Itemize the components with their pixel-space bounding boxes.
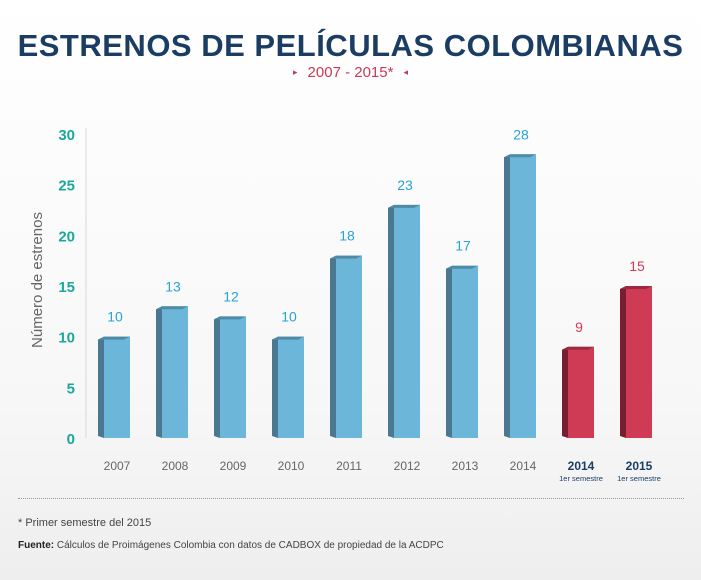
- x-tick-label: 2008: [162, 459, 189, 473]
- chart-title: ESTRENOS DE PELÍCULAS COLOMBIANAS: [17, 28, 684, 63]
- bar-side: [388, 204, 394, 438]
- bar-top: [504, 154, 536, 158]
- bar-value-label: 18: [339, 228, 355, 244]
- y-axis-label: Número de estrenos: [29, 212, 46, 348]
- x-tick-label: 2012: [394, 459, 421, 473]
- y-tick-label: 0: [67, 431, 75, 448]
- subtitle-right-marker-icon: ◂: [403, 67, 408, 77]
- bar-top: [562, 346, 594, 350]
- bar-top: [446, 265, 478, 269]
- source-line: Fuente: Cálculos de Proimágenes Colombia…: [18, 540, 444, 551]
- bar: [104, 336, 130, 438]
- bar: [452, 265, 478, 438]
- source-text: Cálculos de Proimágenes Colombia con dat…: [56, 540, 444, 551]
- bar-value-label: 10: [107, 309, 123, 325]
- x-tick-label: 2014: [510, 459, 537, 473]
- bar-value-label: 10: [281, 309, 297, 325]
- x-tick-label: 2014: [568, 459, 595, 473]
- bar-chart: 0 5 10 15 20 25 30 Número de estrenos 10 2007 13 20…: [29, 126, 661, 483]
- bar-side: [620, 286, 626, 438]
- x-tick-sublabel: 1er semestre: [617, 474, 661, 483]
- bar-side: [272, 336, 278, 438]
- bar-side: [214, 316, 220, 438]
- bar: [278, 336, 304, 438]
- bar-value-label: 17: [455, 238, 471, 254]
- bar-value-label: 13: [165, 278, 181, 294]
- chart-subtitle: ▸ 2007 - 2015* ◂: [0, 64, 701, 81]
- bar: [162, 306, 188, 438]
- bar: [394, 204, 420, 438]
- x-tick-label: 2011: [336, 459, 362, 473]
- bar-value-label: 23: [397, 177, 413, 193]
- y-tick-label: 15: [58, 279, 75, 296]
- bar-side: [330, 255, 336, 438]
- y-tick-label: 30: [58, 127, 75, 144]
- bar-side: [446, 265, 452, 438]
- bar-top: [272, 336, 304, 340]
- bar-value-label: 15: [629, 258, 645, 274]
- bar-side: [504, 154, 510, 438]
- bar: [336, 255, 362, 438]
- footnote: * Primer semestre del 2015: [18, 517, 152, 529]
- x-tick-label: 2009: [220, 459, 247, 473]
- bar-top: [388, 204, 420, 208]
- x-tick-label: 2015: [626, 459, 653, 473]
- bar-top: [330, 255, 362, 259]
- bar-value-label: 28: [513, 126, 529, 142]
- y-tick-label: 20: [58, 228, 75, 245]
- bar-side: [98, 336, 104, 438]
- bar-top: [620, 286, 652, 289]
- subtitle-left-marker-icon: ▸: [293, 67, 298, 77]
- x-tick-label: 2013: [452, 459, 479, 473]
- bar-side: [156, 306, 162, 438]
- x-tick-label: 2007: [104, 459, 131, 473]
- y-tick-label: 5: [67, 380, 75, 397]
- y-tick-label: 25: [58, 178, 75, 195]
- bar-side: [562, 346, 568, 438]
- bar-value-label: 9: [575, 319, 583, 335]
- bar: [220, 316, 246, 438]
- y-tick-label: 10: [58, 330, 75, 347]
- bar: [568, 346, 594, 438]
- x-tick-sublabel: 1er semestre: [559, 474, 603, 483]
- bar-value-label: 12: [223, 288, 239, 304]
- subtitle-text: 2007 - 2015*: [307, 64, 394, 81]
- bar: [626, 286, 652, 438]
- bar-top: [156, 306, 188, 310]
- bar-top: [214, 316, 246, 320]
- x-tick-label: 2010: [278, 459, 305, 473]
- footer-divider: [18, 498, 684, 499]
- bar: [510, 154, 536, 438]
- source-label: Fuente:: [18, 540, 55, 551]
- bar-top: [98, 336, 130, 340]
